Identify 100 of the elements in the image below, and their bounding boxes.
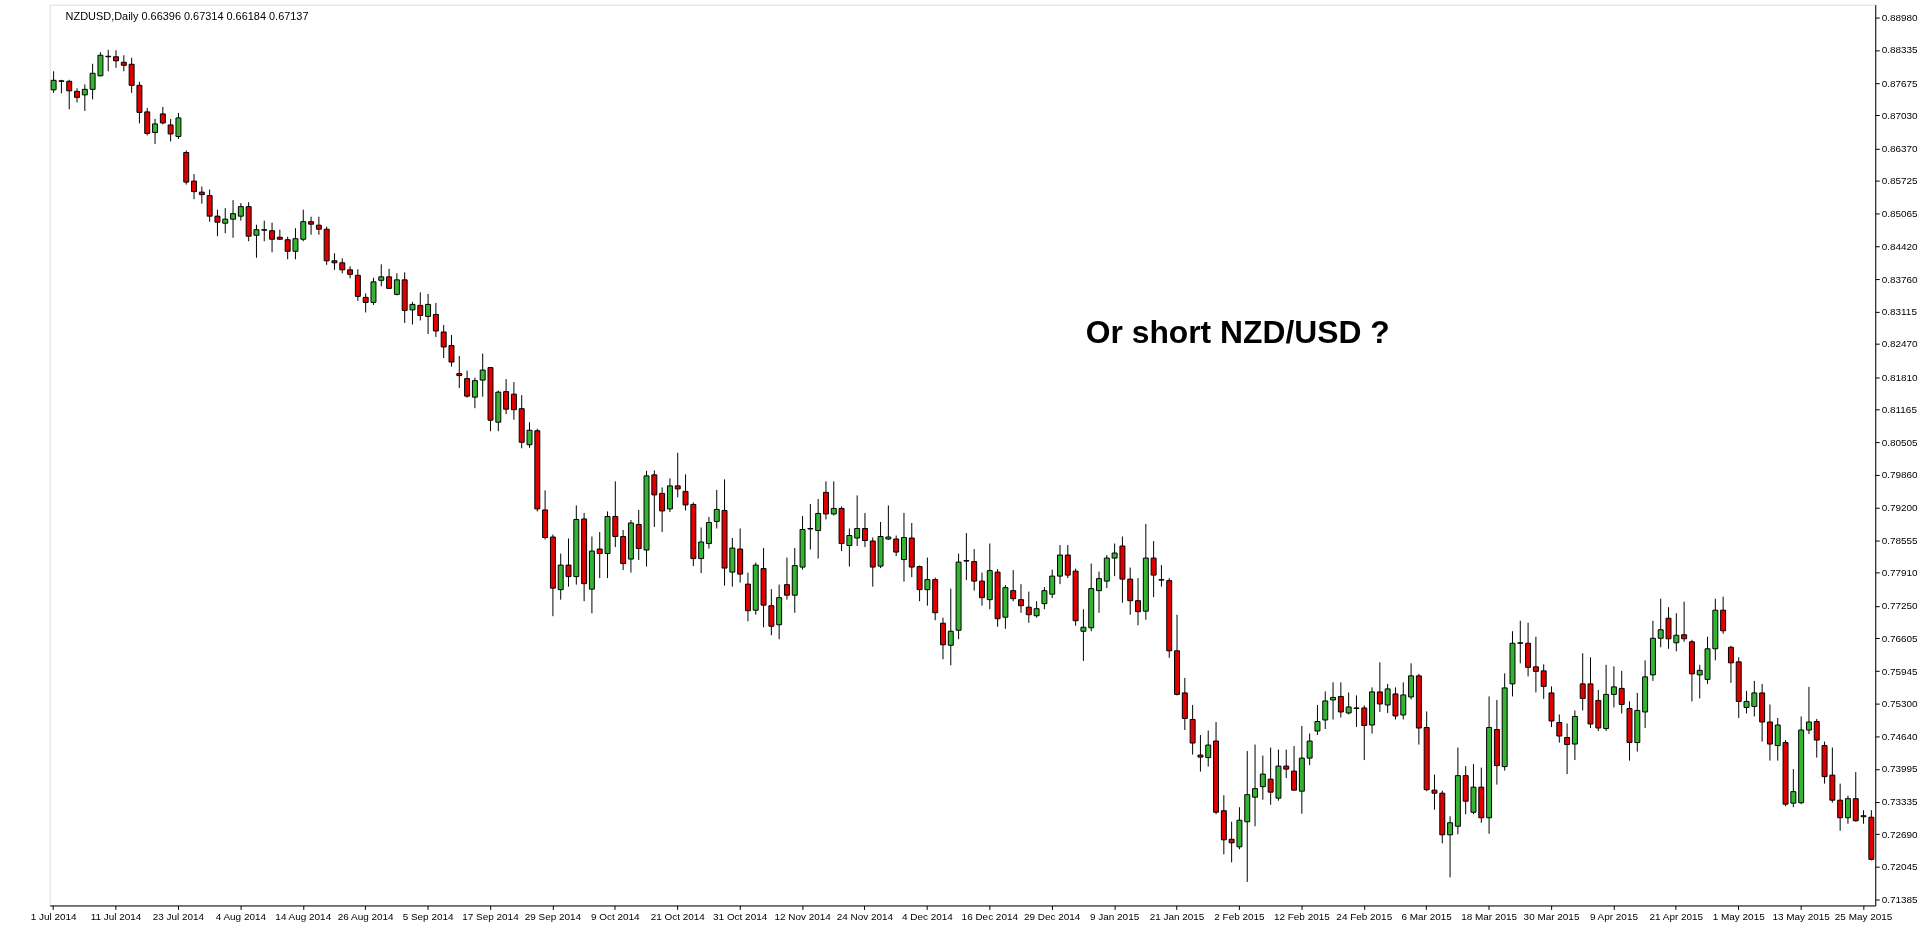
x-tick-label: 17 Sep 2014 <box>462 910 520 922</box>
candlestick <box>1844 795 1851 825</box>
candlestick <box>1337 681 1344 718</box>
candlestick <box>900 512 907 583</box>
annotation: Or short NZD/USD ? <box>1085 313 1390 350</box>
candlestick <box>464 370 471 399</box>
x-tick-label: 1 Jul 2014 <box>30 910 78 922</box>
candlestick <box>1189 704 1196 756</box>
y-tick-label: 0.73995 <box>1881 763 1919 775</box>
candlestick <box>1259 755 1266 801</box>
y-tick-label: 0.77910 <box>1881 567 1919 579</box>
candlestick <box>1330 681 1337 720</box>
candlestick <box>1291 745 1298 791</box>
y-tick-label: 0.87030 <box>1881 109 1919 121</box>
x-tick-label: 9 Apr 2015 <box>1589 910 1639 922</box>
x-tick-label: 1 May 2015 <box>1712 910 1766 922</box>
candlestick <box>1556 713 1563 744</box>
y-tick-label: 0.80505 <box>1881 436 1919 448</box>
candlestick <box>674 452 681 498</box>
candlestick <box>815 498 822 560</box>
candlestick <box>822 480 829 520</box>
candlestick <box>191 173 198 200</box>
y-tick-label: 0.87675 <box>1881 77 1919 89</box>
candlestick <box>425 293 432 335</box>
x-tick-label: 21 Oct 2014 <box>650 910 706 922</box>
candlestick <box>1540 663 1547 700</box>
x-tick-label: 29 Dec 2014 <box>1024 910 1081 922</box>
candlestick <box>1532 636 1539 693</box>
x-tick-label: 29 Sep 2014 <box>524 910 582 922</box>
x-tick-label: 9 Jan 2015 <box>1090 910 1140 922</box>
x-tick-label: 18 Mar 2015 <box>1461 910 1518 922</box>
candlestick <box>861 512 868 548</box>
candlestick <box>1447 815 1454 878</box>
candlestick <box>1252 744 1259 827</box>
candlestick <box>113 49 120 69</box>
x-tick-label: 23 Jul 2014 <box>152 910 205 922</box>
candlestick <box>666 477 673 513</box>
y-tick-label: 0.79200 <box>1881 502 1919 514</box>
candlestick <box>308 216 315 236</box>
candlestick <box>1813 718 1820 759</box>
y-tick-label: 0.71385 <box>1881 894 1919 906</box>
x-tick-label: 12 Feb 2015 <box>1273 910 1331 922</box>
candlestick <box>1681 601 1688 643</box>
y-tick-label: 0.78555 <box>1881 534 1919 546</box>
candlestick <box>940 617 946 660</box>
x-tick-label: 25 May 2015 <box>1834 910 1893 922</box>
candlestick <box>1322 690 1329 730</box>
x-tick-label: 21 Jan 2015 <box>1149 910 1205 922</box>
y-tick-label: 0.85065 <box>1881 208 1919 220</box>
x-tick-label: 13 May 2015 <box>1772 910 1831 922</box>
y-tick-label: 0.81810 <box>1881 371 1919 383</box>
candlestick <box>979 572 985 607</box>
y-tick-label: 0.88980 <box>1881 12 1919 24</box>
x-tick-label: 31 Oct 2014 <box>713 910 768 922</box>
candlestick <box>152 118 159 145</box>
candlestick <box>705 516 712 550</box>
x-tick-label: 5 Sep 2014 <box>402 910 454 922</box>
candlestick <box>1306 733 1313 766</box>
candlestick <box>1135 577 1141 626</box>
chart-title: NZDUSD,Daily 0.66396 0.67314 0.66184 0.67137 <box>65 9 309 22</box>
candlestick <box>269 222 276 253</box>
y-tick-label: 0.72690 <box>1881 828 1919 840</box>
candlestick <box>386 268 393 289</box>
x-tick-label: 26 Aug 2014 <box>337 910 395 922</box>
y-tick-label: 0.81165 <box>1881 403 1918 415</box>
candlestick <box>432 302 439 338</box>
candlestick <box>1314 704 1321 736</box>
x-tick-label: 9 Oct 2014 <box>591 910 641 922</box>
candlestick <box>783 557 790 601</box>
x-tick-label: 30 Mar 2015 <box>1523 910 1580 922</box>
y-tick-label: 0.83760 <box>1881 273 1919 285</box>
y-tick-label: 0.76605 <box>1881 632 1919 644</box>
y-tick-label: 0.77250 <box>1881 600 1919 612</box>
y-tick-label: 0.75945 <box>1881 665 1919 677</box>
y-tick-label: 0.72045 <box>1881 861 1919 873</box>
candlestick <box>230 199 237 239</box>
y-tick-label: 0.82470 <box>1881 338 1919 350</box>
candlestick <box>1408 662 1415 700</box>
candlestick <box>1610 665 1617 708</box>
y-tick-label: 0.74640 <box>1881 731 1919 743</box>
candlestick <box>1096 571 1102 614</box>
y-tick-label: 0.84420 <box>1881 240 1919 252</box>
candlestick <box>947 588 954 666</box>
candlestick <box>354 268 361 302</box>
candlestick <box>1618 670 1625 714</box>
candlestick <box>456 355 463 389</box>
candlestick <box>276 229 283 241</box>
candlestick <box>1057 544 1063 585</box>
x-tick-label: 4 Aug 2014 <box>215 910 267 922</box>
candlestick <box>74 87 81 103</box>
candlestick <box>659 486 666 533</box>
candlestick <box>1805 686 1812 735</box>
candlestick <box>347 265 354 279</box>
candlestick <box>503 378 510 415</box>
x-tick-label: 12 Nov 2014 <box>774 910 832 922</box>
y-tick-label: 0.75300 <box>1881 697 1919 709</box>
candlestick <box>1766 703 1773 762</box>
candlestick <box>1720 596 1727 635</box>
candlestick <box>510 381 517 421</box>
candlestick <box>315 216 322 236</box>
